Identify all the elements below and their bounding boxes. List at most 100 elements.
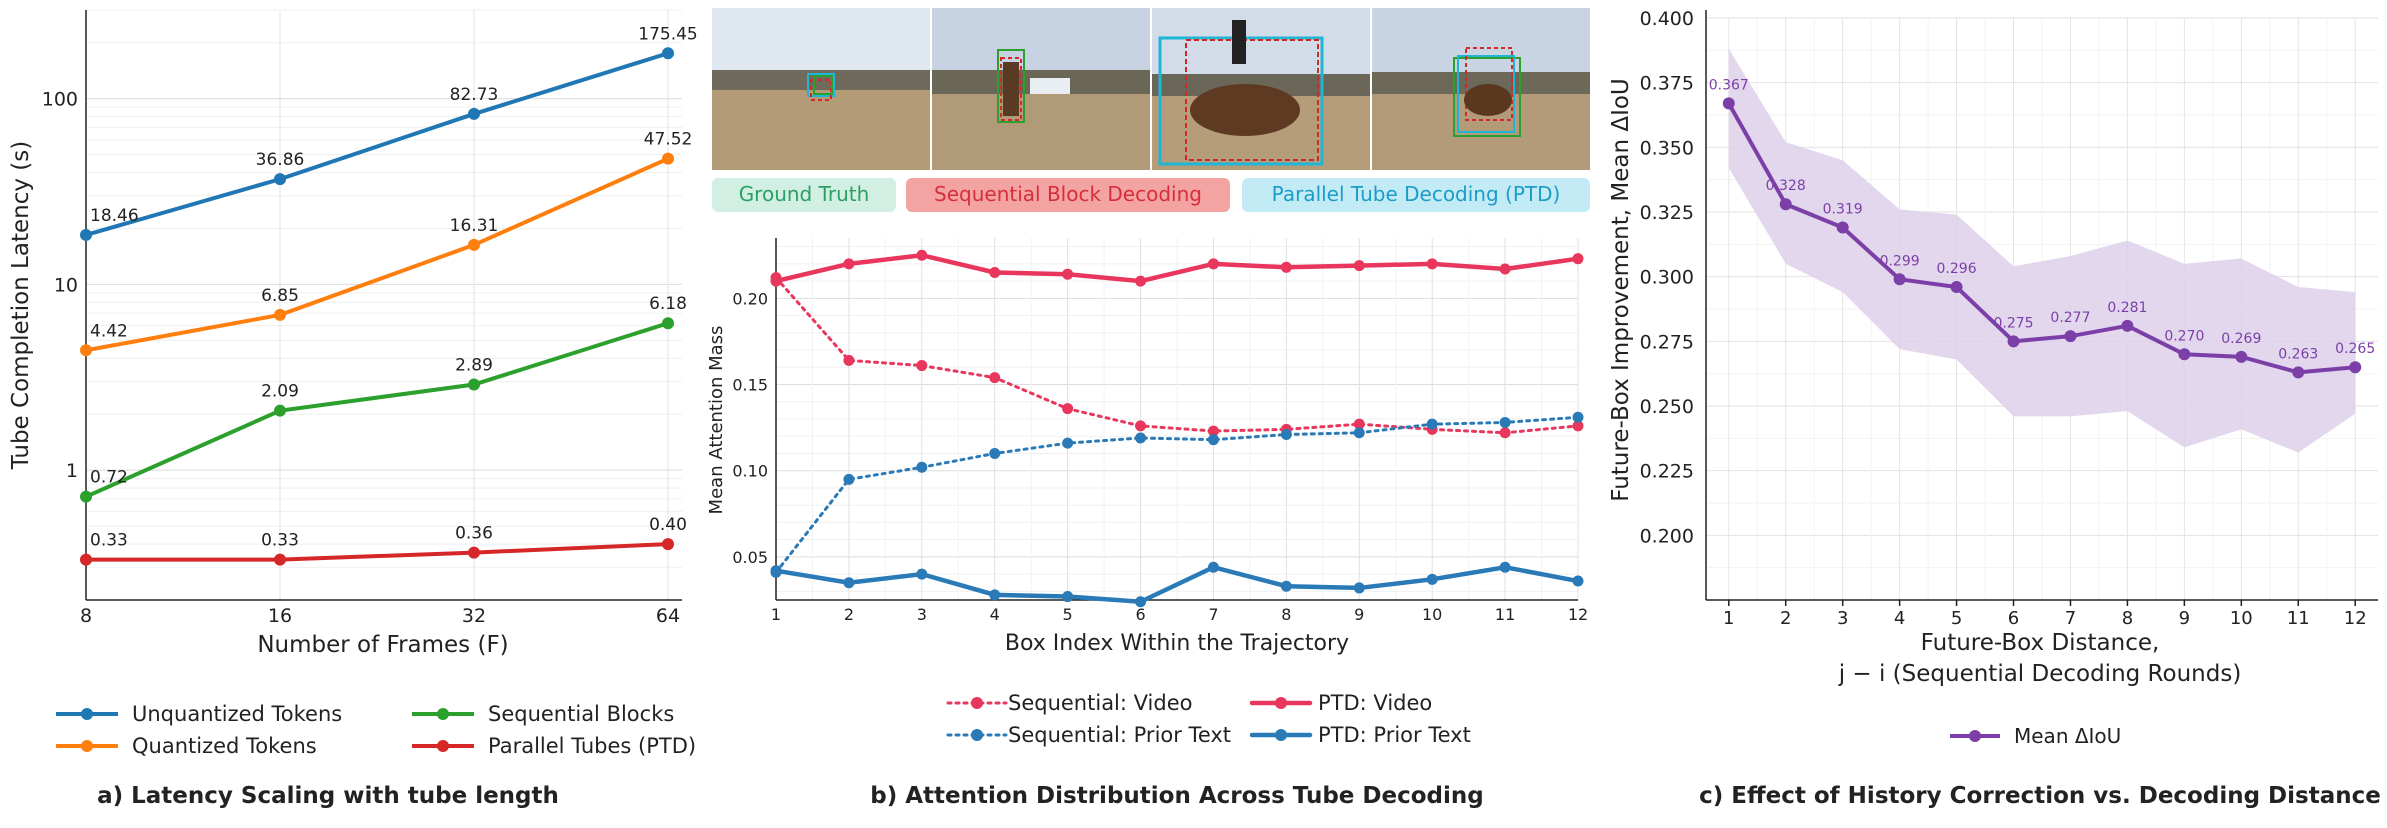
panel-b-y-label: Mean Attention Mass — [706, 326, 727, 515]
data-point — [1353, 427, 1365, 439]
legend-marker — [81, 740, 93, 752]
legend-marker — [81, 708, 93, 720]
data-point — [2178, 348, 2191, 361]
legend-label: Unquantized Tokens — [132, 702, 342, 726]
x-tick-label: 32 — [462, 605, 486, 627]
x-tick-label: 11 — [2287, 608, 2310, 629]
x-tick-label: 2 — [1780, 608, 1791, 629]
x-tick-label: 5 — [1063, 605, 1073, 624]
y-tick-label: 0.10 — [732, 462, 768, 481]
y-tick-label: 100 — [42, 89, 78, 111]
panel-c-x-label-2: j − i (Sequential Decoding Rounds) — [1838, 661, 2242, 687]
x-tick-label: 4 — [1894, 608, 1905, 629]
data-point — [1280, 261, 1292, 273]
data-label: 0.269 — [2221, 331, 2261, 347]
legend-label: Sequential Blocks — [488, 702, 674, 726]
data-point — [1572, 253, 1584, 265]
y-tick-label: 10 — [54, 274, 78, 296]
y-tick-label: 0.325 — [1640, 202, 1694, 224]
data-label: 0.263 — [2278, 346, 2318, 362]
data-label: 47.52 — [644, 130, 693, 150]
x-tick-label: 6 — [1135, 605, 1145, 624]
data-point — [1062, 268, 1074, 280]
data-point — [274, 404, 286, 417]
series-line-ptd-prior-text — [773, 564, 1581, 605]
data-label: 18.46 — [90, 206, 139, 226]
data-point — [916, 461, 928, 473]
data-point — [989, 372, 1001, 384]
x-tick-label: 3 — [917, 605, 927, 624]
data-point — [2121, 319, 2134, 332]
data-point — [843, 258, 855, 270]
panel-b-title: b) Attention Distribution Across Tube De… — [870, 783, 1483, 809]
y-tick-label: 0.200 — [1640, 525, 1694, 547]
data-point — [468, 107, 480, 120]
data-point — [662, 47, 674, 60]
data-point — [1353, 418, 1365, 430]
data-point — [1499, 263, 1511, 275]
x-tick-label: 8 — [2122, 608, 2133, 629]
data-label: 175.45 — [638, 24, 697, 44]
x-tick-label: 1 — [1723, 608, 1734, 629]
data-label: 0.270 — [2164, 328, 2204, 344]
data-point — [916, 568, 928, 580]
data-label: 0.299 — [1880, 253, 1920, 269]
data-point — [274, 173, 286, 186]
data-point — [1207, 434, 1219, 446]
data-point — [1062, 437, 1074, 449]
x-tick-label: 4 — [990, 605, 1000, 624]
x-tick-label: 12 — [2344, 608, 2367, 629]
data-point — [843, 354, 855, 366]
y-tick-label: 0.05 — [732, 548, 768, 567]
data-label: 6.18 — [649, 294, 687, 314]
data-point — [1135, 275, 1147, 287]
method-legend: Ground Truth Sequential Block Decoding P… — [712, 178, 1590, 212]
x-tick-label: 3 — [1837, 608, 1848, 629]
y-tick-label: 0.400 — [1640, 8, 1694, 30]
data-label: 16.31 — [450, 216, 499, 236]
sequential-block-legend-text: Sequential Block Decoding — [934, 182, 1202, 206]
x-tick-label: 12 — [1568, 605, 1588, 624]
panel-a-x-label: Number of Frames (F) — [257, 632, 508, 658]
data-point — [1207, 425, 1219, 437]
series-line-quantized-tokens — [85, 156, 669, 353]
series-line-unquantized-tokens — [85, 51, 669, 237]
data-point — [274, 553, 286, 566]
data-point — [989, 266, 1001, 278]
data-label: 2.89 — [455, 356, 493, 376]
panel-c-plot: 0.200 0.225 0.250 0.275 0.300 0.325 0.350 0.375… — [1640, 8, 2376, 629]
video-frame-1 — [712, 8, 930, 170]
y-tick-label: 0.350 — [1640, 137, 1694, 159]
data-point — [1062, 403, 1074, 415]
data-label: 4.42 — [90, 321, 128, 341]
x-tick-label: 1 — [771, 605, 781, 624]
panel-c-y-label: Future-Box Improvement, Mean ΔIoU — [1608, 78, 1634, 502]
panel-b-plot: 0.050.100.150.201 2 3 4 5 6 7 8 9 10 11 12 — [732, 249, 1588, 624]
legend-label: Mean ΔIoU — [2014, 724, 2121, 748]
series-line-sequential-prior-text — [774, 415, 1580, 574]
data-label: 0.33 — [90, 531, 128, 551]
y-tick-label: 0.375 — [1640, 73, 1694, 95]
data-point — [1135, 432, 1147, 444]
data-label: 0.319 — [1823, 202, 1863, 218]
data-point — [770, 275, 782, 287]
data-point — [989, 589, 1001, 601]
data-point — [1353, 582, 1365, 594]
data-point — [1779, 198, 1792, 211]
data-point — [2007, 335, 2020, 348]
legend-label: PTD: Prior Text — [1318, 723, 1471, 747]
legend-label: PTD: Video — [1318, 691, 1432, 715]
y-tick-label: 0.250 — [1640, 396, 1694, 418]
y-tick-label: 0.300 — [1640, 267, 1694, 289]
data-label: 2.09 — [261, 382, 299, 402]
data-point — [1499, 416, 1511, 428]
data-point — [2292, 366, 2305, 379]
panel-a-plot: 1 10 100 8 16 32 64 18.46 36.86 82.73 175.45 4.42 6.… — [42, 24, 698, 627]
y-tick-label: 1 — [66, 460, 78, 482]
x-tick-label: 5 — [1951, 608, 1962, 629]
x-tick-label: 7 — [1208, 605, 1218, 624]
ground-truth-legend-text: Ground Truth — [739, 182, 870, 206]
video-frame-4 — [1372, 8, 1590, 170]
y-tick-label: 0.275 — [1640, 331, 1694, 353]
